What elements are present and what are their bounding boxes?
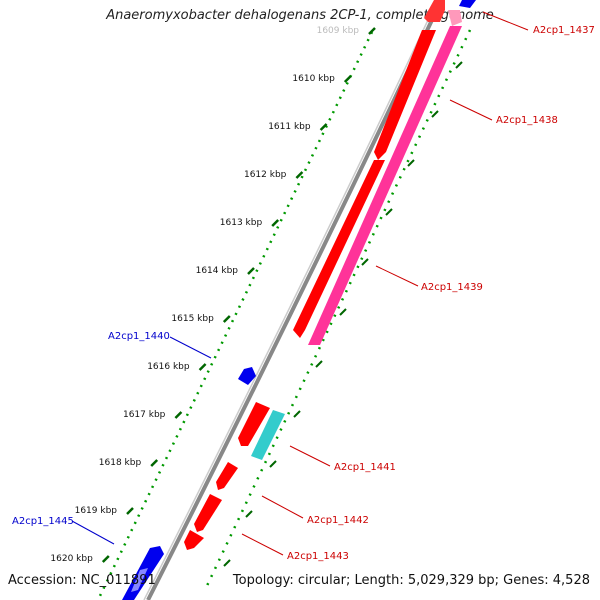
feature-a2cp1-1440-arrow[interactable]	[238, 367, 256, 385]
accession-text: Accession: NC_011891	[8, 573, 156, 588]
inner-dotted-track	[203, 29, 472, 591]
gene-label-a2cp1-1440: A2cp1_1440	[108, 331, 170, 342]
ruler-label: 1617 kbp	[123, 410, 166, 420]
gene-label-a2cp1-1437: A2cp1_1437	[533, 25, 595, 36]
feature-pink-track[interactable]	[308, 26, 462, 345]
gene-label-a2cp1-1441: A2cp1_1441	[334, 462, 396, 473]
feature-a2cp1-1442b-arrow[interactable]	[194, 494, 222, 532]
leader-1438	[449, 99, 493, 121]
feature-a2cp1-1441-arrow[interactable]	[238, 402, 270, 446]
ruler-tick	[174, 411, 183, 419]
ruler-label: 1613 kbp	[220, 218, 263, 228]
leader-1439	[375, 265, 419, 287]
ruler-label: 1618 kbp	[99, 458, 142, 468]
gene-label-a2cp1-1439: A2cp1_1439	[421, 282, 483, 293]
ruler-tick	[368, 27, 376, 35]
ruler-dotted-line	[96, 31, 374, 600]
ruler-ticks	[101, 27, 376, 563]
feature-a2cp1-1438-arrow[interactable]	[374, 30, 436, 160]
feature-a2cp1-1439-arrow[interactable]	[293, 160, 385, 338]
genome-backbone-highlight	[143, 19, 429, 600]
ruler-tick	[222, 315, 231, 323]
feature-a2cp1-1443-arrow[interactable]	[184, 530, 204, 550]
ruler-label: 1610 kbp	[292, 74, 335, 84]
ruler-label: 1619 kbp	[75, 506, 118, 516]
ruler-label: 1616 kbp	[147, 362, 190, 372]
leader-1437	[482, 11, 529, 31]
map-title: Anaeromyxobacter dehalogenans 2CP-1, com…	[106, 8, 494, 23]
leader-1445	[71, 520, 115, 545]
ruler-tick	[101, 555, 110, 563]
ruler-tick	[247, 267, 255, 275]
ruler-label: 1611 kbp	[268, 122, 311, 132]
feature-blue-top[interactable]	[459, 0, 476, 8]
leader-1443	[241, 533, 284, 556]
gene-label-a2cp1-1443: A2cp1_1443	[287, 551, 349, 562]
ruler-tick	[198, 363, 207, 371]
ruler-tick	[150, 459, 159, 467]
leader-1442	[261, 495, 304, 519]
ruler-label: 1615 kbp	[171, 314, 214, 324]
ruler-tick	[343, 75, 352, 83]
ruler-tick	[319, 123, 328, 131]
feature-pink-track-top[interactable]	[448, 10, 462, 26]
ruler-tick	[295, 171, 304, 179]
gene-label-a2cp1-1445: A2cp1_1445	[12, 516, 74, 527]
feature-teal[interactable]	[251, 410, 285, 460]
gene-label-a2cp1-1438: A2cp1_1438	[496, 115, 558, 126]
genome-backbone	[146, 19, 434, 600]
genome-summary-text: Topology: circular; Length: 5,029,329 bp…	[232, 573, 590, 588]
ruler-label: 1609 kbp	[317, 26, 360, 36]
ruler-labels: 1609 kbp 1610 kbp 1611 kbp 1612 kbp 1613 kbp…	[50, 26, 359, 564]
leader-1441	[289, 445, 331, 467]
gene-label-a2cp1-1442: A2cp1_1442	[307, 515, 369, 526]
feature-a2cp1-1445-highlight	[131, 568, 148, 592]
ruler-label: 1620 kbp	[50, 554, 93, 564]
ruler-tick	[271, 219, 280, 227]
leader-1440	[169, 336, 212, 359]
ruler-label: 1612 kbp	[244, 170, 287, 180]
inner-track-ticks	[223, 61, 463, 567]
feature-a2cp1-1437-arrow[interactable]	[424, 0, 445, 22]
ruler-tick	[126, 507, 134, 515]
ruler-label: 1614 kbp	[196, 266, 239, 276]
feature-a2cp1-1442a-arrow[interactable]	[216, 462, 238, 490]
